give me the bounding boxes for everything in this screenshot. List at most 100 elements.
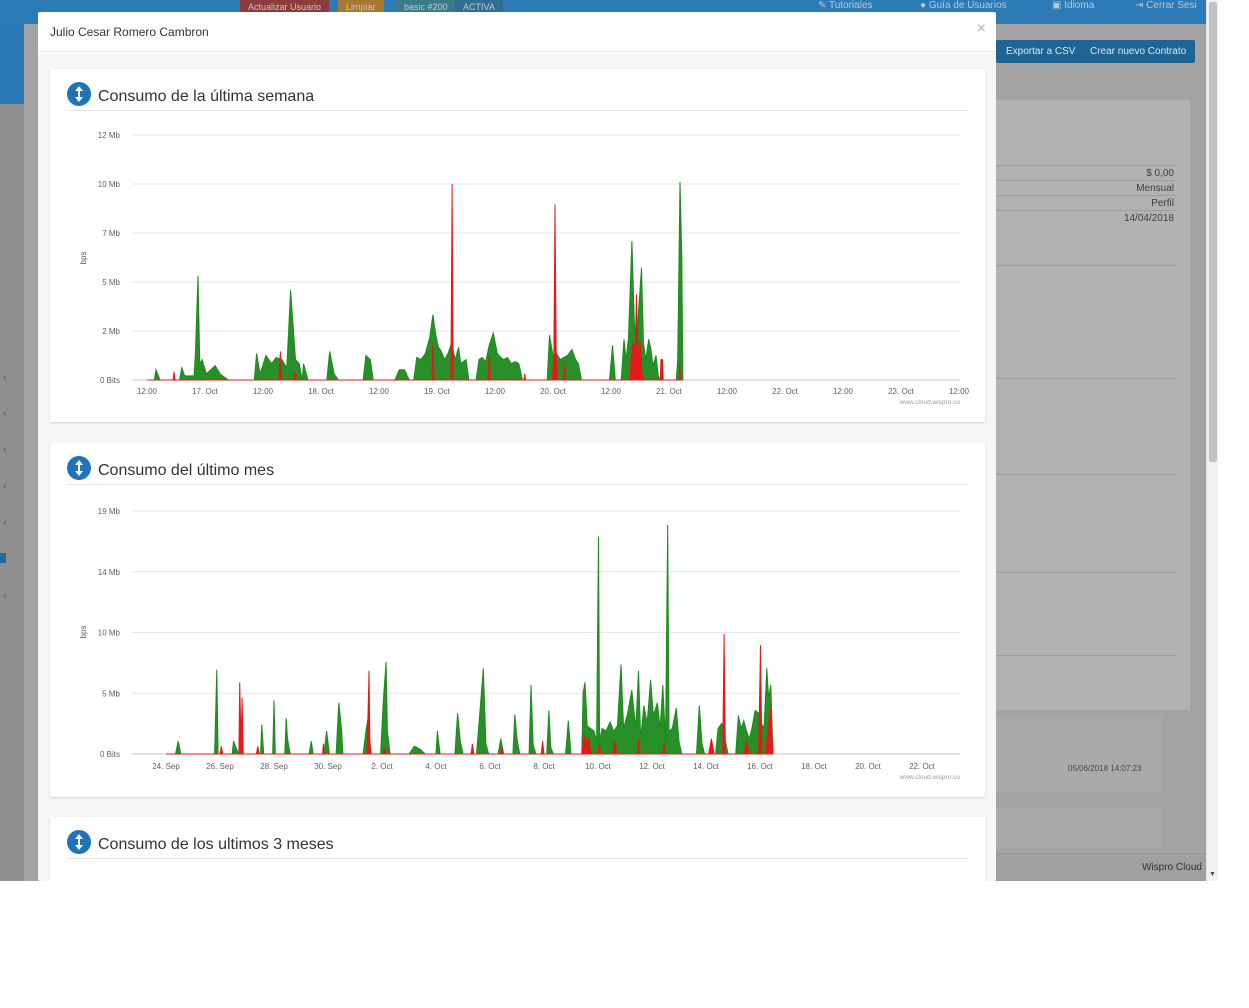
vertical-arrows-icon[interactable]	[67, 82, 91, 106]
y-tick-label: 12 Mb	[98, 131, 121, 140]
x-tick-label: 18. Oct	[801, 762, 828, 771]
divider	[996, 378, 1176, 379]
x-tick-label: 12. Oct	[639, 762, 666, 771]
x-tick-label: 12:00	[137, 387, 158, 396]
divider	[996, 572, 1176, 573]
x-tick-label: 20. Oct	[855, 762, 882, 771]
x-tick-label: 2. Oct	[371, 762, 393, 771]
consumption-modal: Julio Cesar Romero Cambron × Consumo de …	[38, 12, 996, 881]
x-tick-label: 20. Oct	[540, 387, 567, 396]
background-card	[996, 808, 1162, 848]
x-tick-label: 4. Oct	[425, 762, 447, 771]
weekly-consumption-chart: 0 Bits 2 Mb 5 Mb 7 Mb 10 Mb 12 Mb 12:00 17. Oct…	[79, 131, 970, 406]
panel-title: Consumo de los ultimos 3 meses	[98, 836, 334, 853]
upload-series-area	[166, 525, 774, 755]
browser-viewport: Actualizar Usuario Limpiar basic #200 AC…	[0, 0, 1218, 881]
chart-credit: www.cloud.wispro.co	[899, 399, 961, 406]
chevron-left-icon[interactable]: ‹	[3, 444, 7, 455]
question-icon: ●	[920, 0, 929, 11]
logout-icon: ⇥	[1135, 0, 1147, 11]
sidebar-active-marker	[0, 553, 6, 563]
y-tick-label: 5 Mb	[102, 278, 120, 287]
three-month-consumption-panel: Consumo de los ultimos 3 meses	[50, 817, 985, 881]
profile-value: Perfil	[1151, 198, 1174, 209]
x-tick-label: 22. Oct	[772, 387, 799, 396]
chevron-left-icon[interactable]: ‹	[3, 408, 7, 419]
tutorials-icon: ✎	[818, 0, 829, 11]
status-badge: ACTIVA	[455, 0, 503, 14]
divider	[996, 655, 1176, 656]
x-tick-label: 22. Oct	[909, 762, 936, 771]
divider	[996, 210, 1176, 211]
x-tick-label: 12:00	[833, 387, 854, 396]
divider	[996, 195, 1176, 196]
background-sidebar	[0, 24, 24, 881]
scroll-down-arrow-icon[interactable]: ▼	[1209, 871, 1216, 878]
y-axis-label: bps	[79, 252, 88, 265]
close-icon[interactable]: ×	[976, 20, 986, 37]
x-tick-label: 8. Oct	[533, 762, 555, 771]
modal-title: Julio Cesar Romero Cambron	[50, 25, 209, 39]
background-details-panel	[996, 100, 1190, 710]
vertical-arrows-icon[interactable]	[67, 830, 91, 854]
nav-user-guide[interactable]: ● Guía de Usuarios	[920, 0, 1007, 11]
chevron-left-icon[interactable]: ‹	[3, 590, 7, 601]
y-tick-label: 14 Mb	[98, 568, 121, 577]
panel-header: Consumo de los ultimos 3 meses	[67, 829, 969, 859]
nav-logout[interactable]: ⇥ Cerrar Sesi	[1135, 0, 1197, 11]
export-csv-button[interactable]: Exportar a CSV	[996, 40, 1085, 63]
plan-badge: basic #200	[396, 0, 456, 14]
x-tick-label: 12:00	[253, 387, 274, 396]
x-tick-label: 28. Sep	[260, 762, 288, 771]
x-tick-label: 23. Oct	[888, 387, 915, 396]
divider	[996, 474, 1176, 475]
balance-value: $ 0,00	[1146, 168, 1174, 179]
vertical-arrows-icon[interactable]	[67, 456, 91, 480]
divider	[996, 265, 1176, 266]
x-tick-label: 12:00	[949, 387, 970, 396]
x-tick-label: 12:00	[485, 387, 506, 396]
update-user-button[interactable]: Actualizar Usuario	[240, 0, 330, 14]
billing-period-value: Mensual	[1136, 183, 1174, 194]
x-tick-label: 24. Sep	[152, 762, 180, 771]
y-tick-label: 19 Mb	[98, 507, 121, 516]
footer-text: Wispro Cloud	[1141, 862, 1202, 873]
y-axis-label: bps	[79, 626, 88, 639]
date-value: 14/04/2018	[1123, 213, 1174, 224]
y-tick-label: 5 Mb	[102, 689, 120, 698]
monthly-consumption-chart: 0 Bits 5 Mb 10 Mb 14 Mb 19 Mb 24. Sep 26. Sep 2…	[79, 507, 961, 781]
y-tick-label: 0 Bits	[100, 376, 120, 385]
last-update-timestamp: 05/06/2018 14:07:23	[1068, 764, 1142, 773]
modal-header: Julio Cesar Romero Cambron ×	[38, 12, 996, 52]
background-sidebar-logo	[0, 24, 24, 104]
x-tick-label: 14. Oct	[693, 762, 720, 771]
x-tick-label: 19. Oct	[424, 387, 451, 396]
x-tick-label: 16. Oct	[747, 762, 774, 771]
y-tick-label: 10 Mb	[98, 180, 121, 189]
chevron-left-icon[interactable]: ‹	[3, 372, 7, 383]
chevron-left-icon[interactable]: ‹	[3, 517, 7, 528]
x-tick-label: 12:00	[717, 387, 738, 396]
new-contract-button[interactable]: Crear nuevo Contrato	[1081, 40, 1196, 63]
divider	[996, 180, 1176, 181]
x-tick-label: 30. Sep	[314, 762, 342, 771]
x-tick-label: 12:00	[601, 387, 622, 396]
y-tick-label: 2 Mb	[102, 327, 120, 336]
divider	[996, 165, 1176, 166]
chevron-left-icon[interactable]: ‹	[3, 481, 7, 492]
clear-button[interactable]: Limpiar	[338, 0, 384, 14]
chart-credit: www.cloud.wispro.co	[899, 774, 961, 781]
footer: Wispro Cloud	[996, 853, 1206, 881]
nav-tutorials[interactable]: ✎ Tutoriales	[818, 0, 873, 11]
upload-series-area	[147, 181, 684, 381]
nav-language[interactable]: ▣ Idioma	[1052, 0, 1095, 11]
x-tick-label: 6. Oct	[479, 762, 501, 771]
scrollbar-thumb[interactable]	[1209, 2, 1217, 462]
monthly-consumption-panel: Consumo del último mes 0 Bits 5 Mb 10 Mb 14…	[50, 443, 985, 797]
page-scrollbar[interactable]: ▼	[1206, 0, 1218, 881]
x-tick-label: 18. Oct	[308, 387, 335, 396]
y-tick-label: 7 Mb	[102, 229, 120, 238]
panel-title: Consumo del último mes	[98, 462, 275, 479]
panel-header: Consumo de la última semana	[67, 81, 969, 111]
x-tick-label: 26. Sep	[206, 762, 234, 771]
